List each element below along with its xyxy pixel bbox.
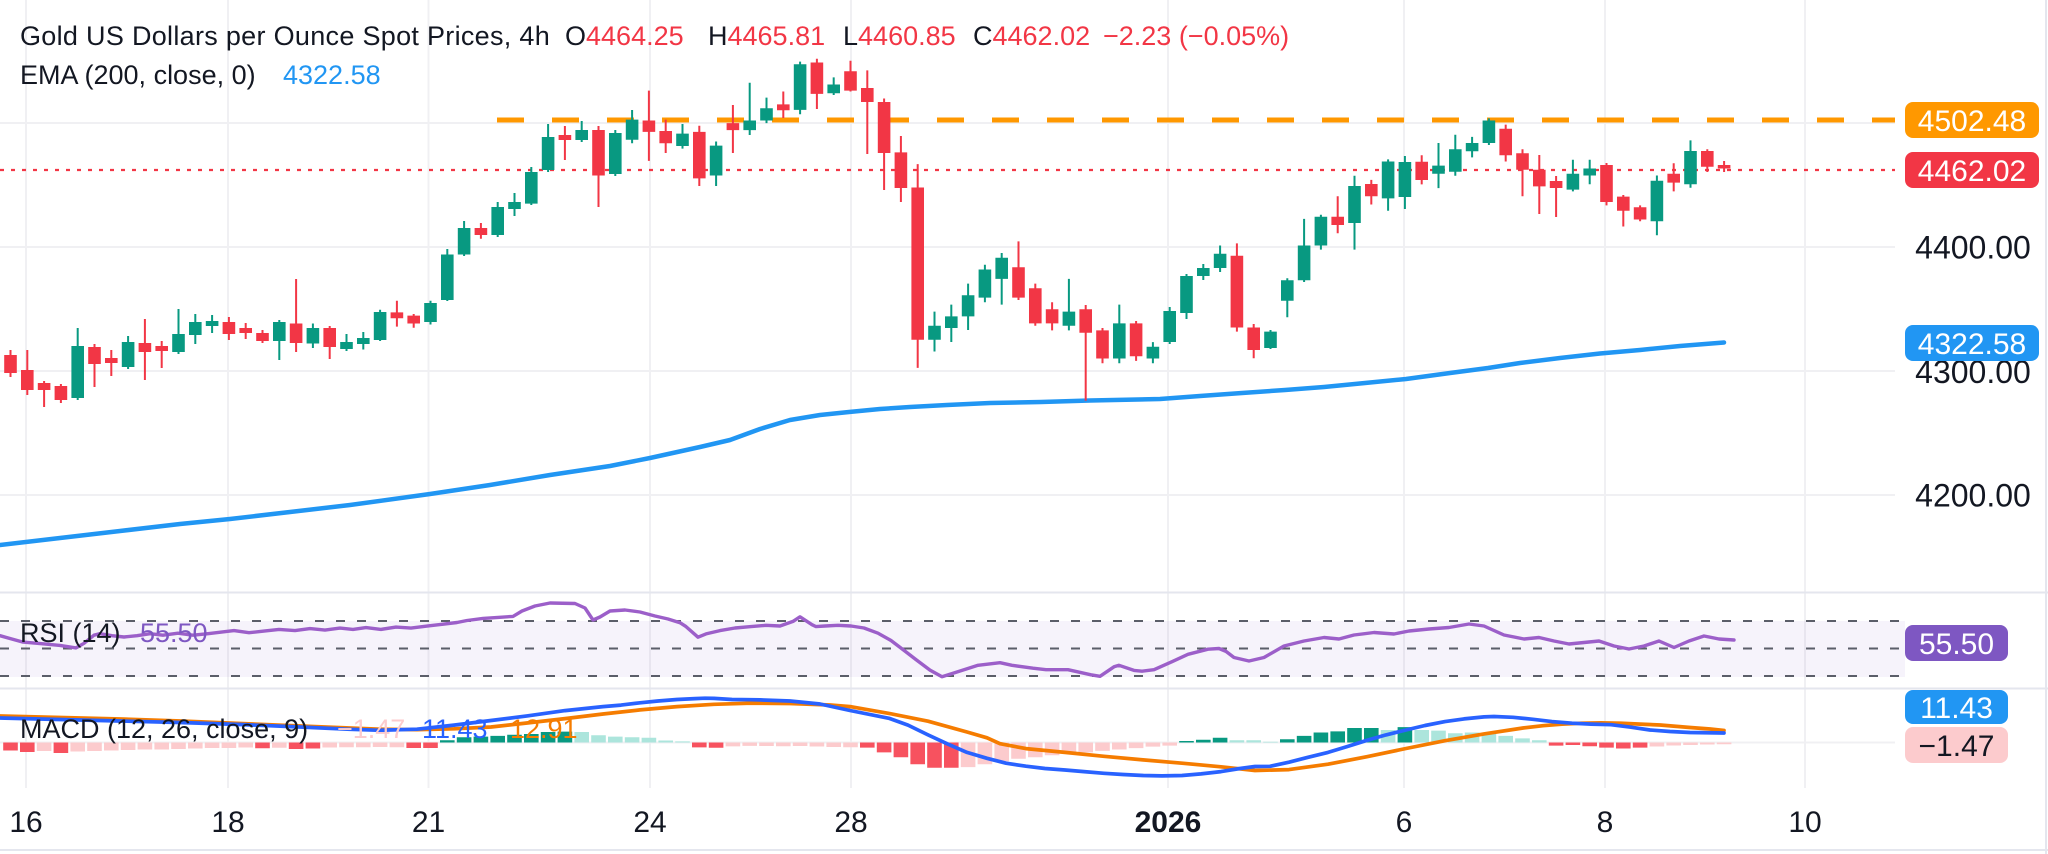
- svg-text:−1.47: −1.47: [337, 714, 405, 744]
- svg-text:10: 10: [1788, 806, 1821, 839]
- svg-text:−2.23 (−0.05%): −2.23 (−0.05%): [1103, 21, 1289, 51]
- svg-text:11.43: 11.43: [1920, 692, 1993, 725]
- svg-text:21: 21: [412, 806, 445, 839]
- svg-text:2026: 2026: [1135, 806, 1202, 839]
- svg-text:L4460.85: L4460.85: [843, 21, 956, 51]
- svg-text:4322.58: 4322.58: [1918, 328, 2026, 361]
- svg-text:EMA (200, close, 0): EMA (200, close, 0): [20, 60, 256, 90]
- svg-text:H4465.81: H4465.81: [708, 21, 825, 51]
- svg-text:MACD (12, 26, close, 9): MACD (12, 26, close, 9): [20, 714, 308, 744]
- svg-text:RSI (14): RSI (14): [20, 618, 121, 648]
- svg-text:11.43: 11.43: [422, 714, 488, 744]
- svg-text:16: 16: [9, 806, 42, 839]
- svg-text:55.50: 55.50: [1919, 628, 1994, 661]
- svg-text:18: 18: [211, 806, 244, 839]
- svg-text:55.50: 55.50: [140, 618, 208, 648]
- svg-text:4462.02: 4462.02: [1918, 155, 2026, 188]
- svg-text:28: 28: [834, 806, 867, 839]
- svg-text:12.91: 12.91: [510, 714, 578, 744]
- svg-text:Gold US Dollars per Ounce Spot: Gold US Dollars per Ounce Spot Prices, 4…: [20, 21, 550, 51]
- svg-text:6: 6: [1396, 806, 1413, 839]
- svg-text:−1.47: −1.47: [1919, 730, 1995, 763]
- svg-text:24: 24: [633, 806, 666, 839]
- svg-text:O4464.25: O4464.25: [565, 21, 684, 51]
- svg-text:8: 8: [1597, 806, 1614, 839]
- svg-text:4400.00: 4400.00: [1915, 230, 2031, 266]
- svg-text:4200.00: 4200.00: [1915, 478, 2031, 514]
- svg-text:4322.58: 4322.58: [283, 60, 381, 90]
- svg-text:C4462.02: C4462.02: [973, 21, 1090, 51]
- svg-text:4502.48: 4502.48: [1918, 105, 2026, 138]
